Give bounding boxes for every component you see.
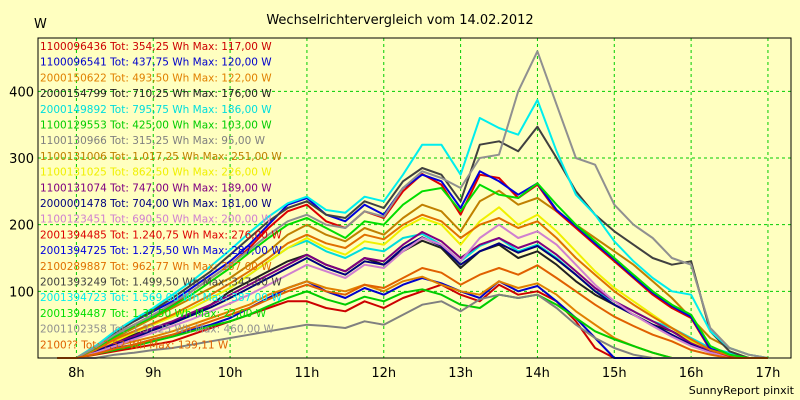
legend-entry: 2001394723 Tot: 1.569,00 Wh Max: 387,00 … (40, 292, 282, 304)
legend-entry: 2100?? Tot: ?,52 Wh Max: 139,11 W (40, 339, 229, 351)
x-tick-label: 16h (679, 366, 704, 381)
x-tick-label: 13h (448, 366, 473, 381)
series-line-18 (57, 182, 768, 359)
series-line-19 (57, 50, 769, 359)
y-axis-ticks: 100 200 300 400 (9, 85, 34, 300)
series-line-17 (57, 99, 769, 359)
legend-entry: 2001393249 Tot: 1.499,50 Wh Max: 347,00 … (40, 277, 282, 289)
x-tick-label: 17h (756, 366, 781, 381)
plot-frame (37, 37, 792, 359)
legend-entry: 1100096436 Tot: 354,25 Wh Max: 117,00 W (40, 41, 272, 53)
series-lines (57, 50, 769, 359)
series-line-16 (57, 125, 768, 359)
y-tick-label: 400 (9, 85, 34, 100)
legend: 1100096436 Tot: 354,25 Wh Max: 117,00 W 1… (40, 41, 282, 351)
x-tick-label: 8h (68, 366, 85, 381)
y-tick-label: 300 (9, 152, 34, 167)
series-line-6 (57, 288, 768, 359)
legend-entry: 2000150622 Tot: 493,50 Wh Max: 122,00 W (40, 72, 272, 84)
series-line-9 (57, 206, 768, 359)
x-tick-label: 15h (602, 366, 627, 381)
legend-entry: 2000149892 Tot: 795,75 Wh Max: 186,00 W (40, 104, 272, 116)
legend-entry: 2001394487 Tot: 1.3?,50 Wh Max: 2?,00 W (40, 308, 267, 320)
legend-entry: 1100130966 Tot: 315,25 Wh Max: 95,00 W (40, 135, 266, 147)
x-axis-ticks: 8h 9h 10h 11h 12h 13h 14h 15h 16h 17h (68, 366, 780, 381)
legend-entry: 2001102358 Tot: 1.3?,25 Wh Max: 460,00 W (40, 324, 275, 336)
x-tick-label: 12h (371, 366, 396, 381)
legend-entry: 2000154799 Tot: 710,25 Wh Max: 176,00 W (40, 88, 272, 100)
series-line-8 (57, 189, 769, 359)
legend-entry: 2001394485 Tot: 1.240,75 Wh Max: 276,00 … (40, 229, 282, 241)
legend-entry: 1100123451 Tot: 690,50 Wh Max: 200,00 W (40, 214, 272, 226)
series-line-10 (57, 231, 768, 359)
series-line-7 (57, 293, 768, 359)
y-tick-label: 200 (9, 219, 34, 234)
legend-entry: 1100131025 Tot: 862,50 Wh Max: 226,00 W (40, 167, 272, 179)
x-tick-label: 11h (295, 366, 320, 381)
legend-entry: 1100129553 Tot: 425,00 Wh Max: 103,00 W (40, 120, 272, 132)
series-line-14 (57, 170, 768, 359)
legend-entry: 1100131006 Tot: 1.017,25 Wh Max: 251,00 … (40, 151, 282, 163)
x-tick-label: 9h (145, 366, 162, 381)
legend-entry: 2001394725 Tot: 1.275,50 Wh Max: 287,00 … (40, 245, 282, 257)
legend-entry: 1100096541 Tot: 437,75 Wh Max: 120,00 W (40, 57, 272, 69)
series-line-20 (57, 264, 768, 359)
x-tick-label: 14h (525, 366, 550, 381)
x-tick-label: 10h (218, 366, 243, 381)
chart-title: Wechselrichtervergleich vom 14.02.2012 (266, 13, 533, 28)
y-axis-label: W (34, 17, 47, 32)
footer-credit: SunnyReport pinxit (689, 384, 795, 397)
legend-entry: 2000001478 Tot: 704,00 Wh Max: 181,00 W (40, 198, 272, 210)
legend-entry: 1100131074 Tot: 747,00 Wh Max: 189,00 W (40, 182, 272, 194)
legend-entry: 2100289887 Tot: 962,77 Wh Max: 287,00 W (40, 261, 272, 273)
series-line-12 (57, 223, 768, 359)
series-line-15 (57, 213, 768, 359)
y-tick-label: 100 (9, 285, 34, 300)
